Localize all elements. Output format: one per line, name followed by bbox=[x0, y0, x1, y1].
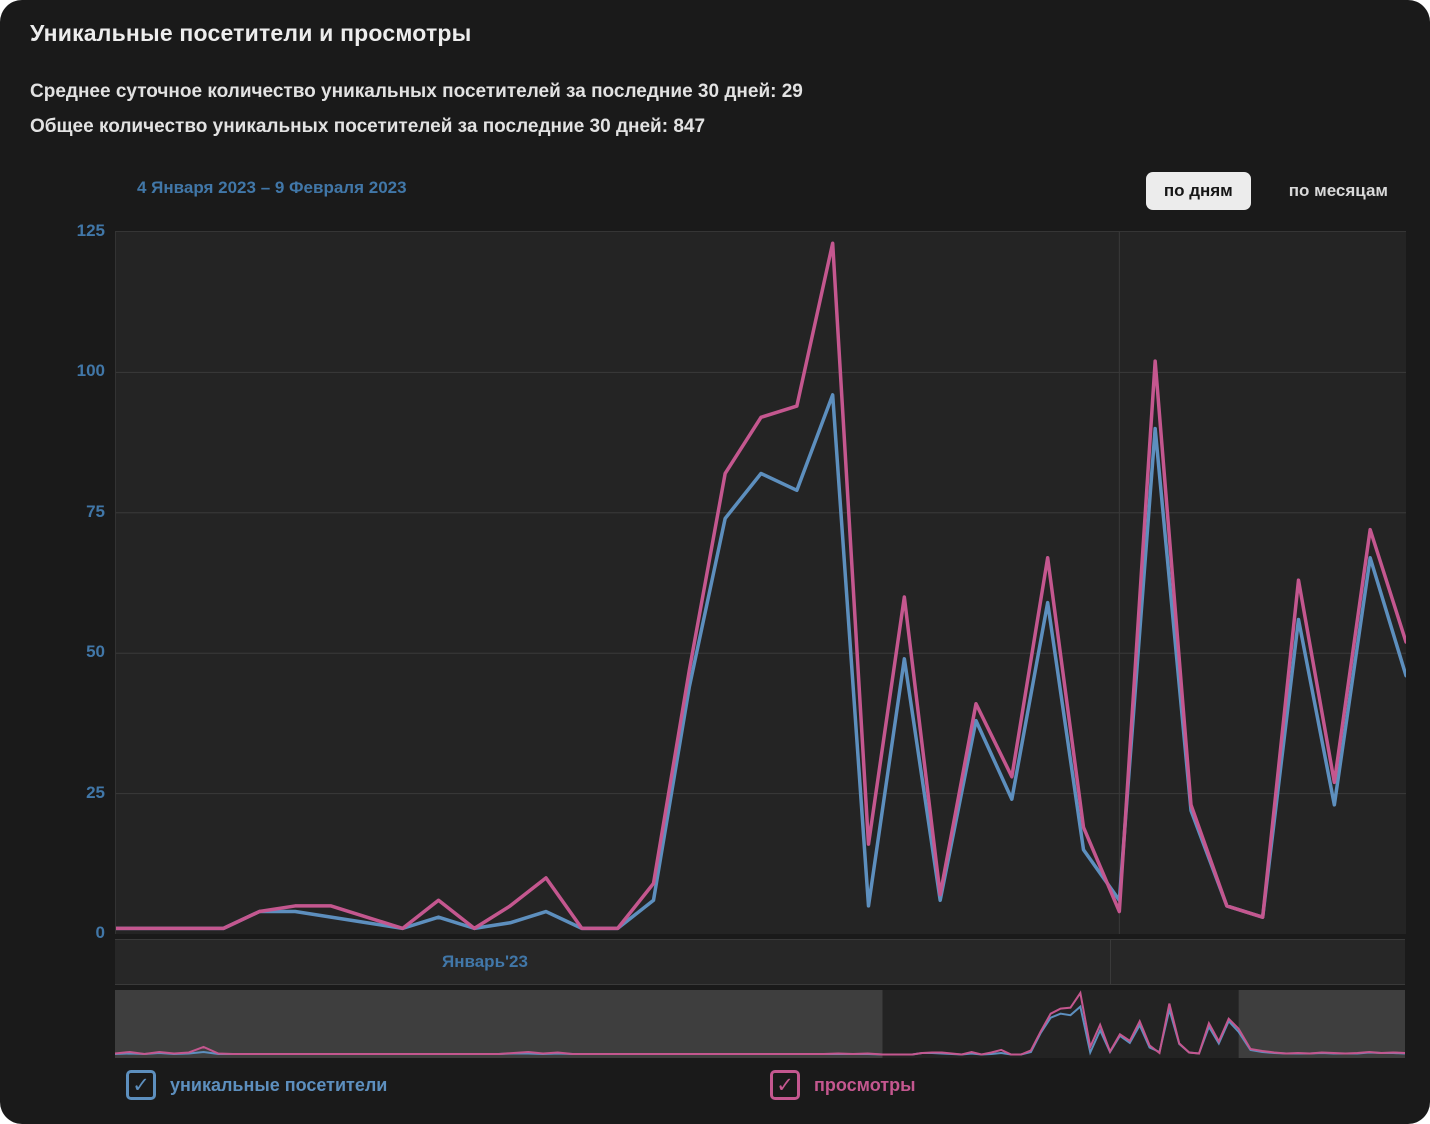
minimap-line-views bbox=[115, 990, 1405, 1056]
month-divider bbox=[1110, 940, 1111, 984]
legend-item-views[interactable]: ✓ просмотры bbox=[770, 1070, 915, 1100]
main-chart-plot bbox=[115, 231, 1406, 934]
minimap-chart bbox=[115, 990, 1405, 1058]
series-line-visitors bbox=[116, 393, 1406, 931]
legend-item-visitors[interactable]: ✓ уникальные посетители bbox=[126, 1070, 387, 1100]
y-tick-100: 100 bbox=[76, 361, 105, 381]
x-axis-strip: Январь'23 bbox=[115, 939, 1405, 985]
date-range-label[interactable]: 4 Января 2023 – 9 Февраля 2023 bbox=[137, 178, 407, 197]
y-axis-labels: 125 100 75 50 25 0 bbox=[0, 0, 105, 1124]
visitors-checkbox[interactable]: ✓ bbox=[126, 1070, 156, 1100]
views-checkbox[interactable]: ✓ bbox=[770, 1070, 800, 1100]
total-visitors-line: Общее количество уникальных посетителей … bbox=[30, 116, 706, 137]
page-title: Уникальные посетители и просмотры bbox=[30, 20, 472, 46]
by-days-button[interactable]: по дням bbox=[1145, 172, 1251, 210]
by-months-button[interactable]: по месяцам bbox=[1287, 172, 1390, 210]
series-line-views bbox=[116, 241, 1406, 931]
views-legend-label: просмотры bbox=[814, 1074, 916, 1095]
minimap-brush[interactable] bbox=[115, 990, 1405, 1058]
avg-visitors-line: Среднее суточное количество уникальных п… bbox=[30, 81, 803, 102]
y-tick-125: 125 bbox=[76, 221, 105, 240]
legend: ✓ уникальные посетители ✓ просмотры bbox=[0, 1070, 1430, 1116]
mode-switch: по дням по месяцам bbox=[1145, 172, 1390, 210]
minimap-dim-right bbox=[1238, 990, 1405, 1058]
minimap-dim-left bbox=[115, 990, 883, 1058]
y-tick-0: 0 bbox=[95, 923, 105, 942]
y-tick-50: 50 bbox=[86, 642, 105, 662]
minimap-selection-window[interactable] bbox=[882, 990, 1239, 1058]
x-axis-month-label: Январь'23 bbox=[442, 952, 528, 971]
y-tick-75: 75 bbox=[86, 501, 105, 521]
line-chart bbox=[116, 232, 1406, 934]
visitors-legend-label: уникальные посетители bbox=[170, 1074, 388, 1095]
y-tick-25: 25 bbox=[86, 782, 105, 802]
